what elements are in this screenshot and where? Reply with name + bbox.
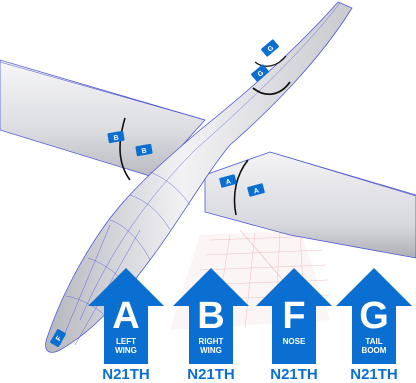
tag-left-wing-outer[interactable]: B	[107, 130, 125, 144]
marker-letter: F	[282, 295, 306, 337]
svg-text:B: B	[113, 135, 119, 143]
marker-registration: N21TH	[187, 366, 235, 383]
marker-right-wing[interactable]: B RIGHT WING N21TH	[171, 266, 251, 383]
tag-left-wing-inner[interactable]: B	[135, 143, 153, 157]
marker-registration: N21TH	[270, 366, 318, 383]
tag-tail-top[interactable]: G	[261, 39, 280, 57]
marker-letter: G	[359, 295, 389, 337]
tag-nose[interactable]: F	[50, 328, 67, 348]
marker-registration: N21TH	[102, 366, 150, 383]
up-arrow-icon	[256, 268, 332, 364]
marker-label: NOSE	[282, 337, 306, 346]
marker-registration: N21TH	[350, 366, 398, 383]
tag-tail-lower[interactable]: G	[251, 64, 270, 82]
marker-label: TAIL BOOM	[361, 337, 387, 355]
up-arrow-icon	[336, 268, 412, 364]
svg-text:G: G	[257, 69, 266, 78]
fuselage	[45, 1, 353, 353]
svg-text:F: F	[55, 335, 64, 343]
svg-text:B: B	[141, 148, 147, 156]
svg-text:A: A	[253, 187, 260, 195]
marker-letter: A	[112, 295, 140, 337]
marker-label: LEFT WING	[115, 337, 137, 355]
marker-letter: B	[197, 295, 225, 337]
up-arrow-icon	[88, 268, 164, 364]
marker-left-wing[interactable]: A LEFT WING N21TH	[86, 266, 166, 383]
up-arrow-icon	[173, 268, 249, 364]
marker-label: RIGHT WING	[198, 337, 224, 355]
svg-text:A: A	[225, 178, 232, 186]
marker-tail-boom[interactable]: G TAIL BOOM N21TH	[334, 266, 414, 383]
svg-text:G: G	[267, 44, 276, 53]
tag-right-wing-outer[interactable]: A	[247, 183, 265, 197]
marker-nose[interactable]: F NOSE N21TH	[254, 266, 334, 383]
tag-right-wing-inner[interactable]: A	[219, 174, 237, 188]
